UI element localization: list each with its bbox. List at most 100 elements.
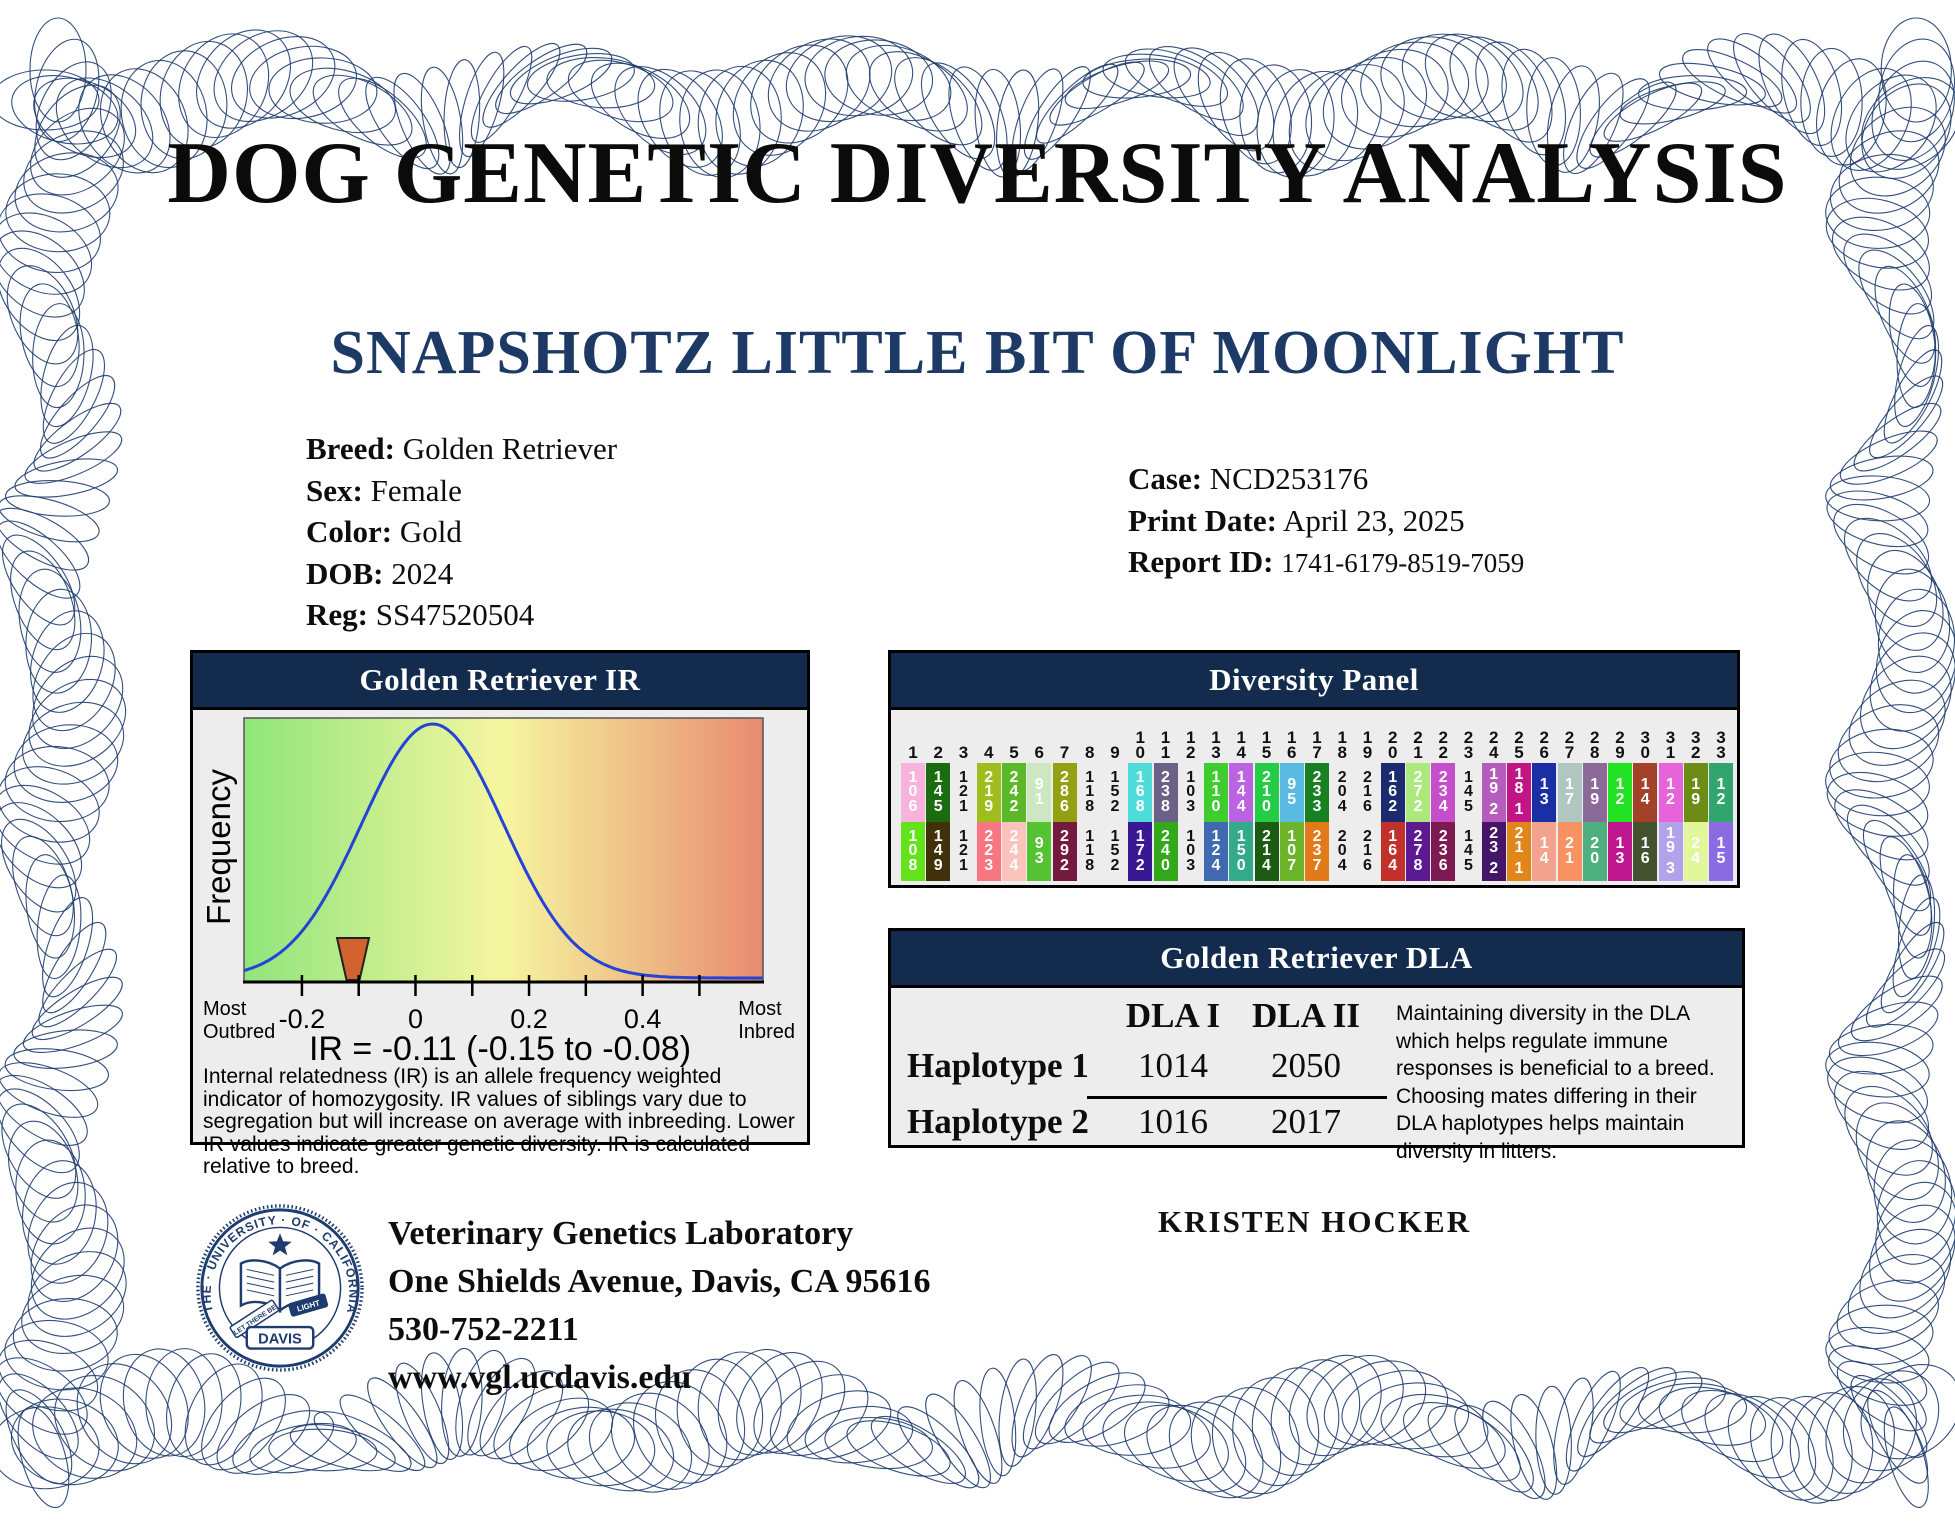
dla2-column-header: DLA II <box>1252 996 1360 1035</box>
haplotype2-label: Haplotype 2 <box>907 1102 1089 1141</box>
diversity-column-number: 2 <box>933 743 943 762</box>
case-label: Case: <box>1128 461 1203 496</box>
ir-frequency-curve <box>244 722 763 980</box>
diversity-column-number: 6 <box>1034 743 1044 762</box>
uc-davis-seal: THE · UNIVERSITY · OF · CALIFORNIA LET T… <box>196 1204 364 1372</box>
diversity-column-number: 5 <box>1009 743 1019 762</box>
case-line: Case: NCD253176 <box>1128 458 1524 500</box>
seal-city-banner: DAVIS <box>245 1325 315 1350</box>
breed-value: Golden Retriever <box>402 431 618 466</box>
ir-y-axis-label: Frequency <box>200 769 237 925</box>
haplotype1-dla1-value: 1014 <box>1138 1046 1208 1085</box>
dob-value: 2024 <box>391 555 454 591</box>
dla-panel: Golden Retriever DLA DLA I DLA II Haplot… <box>888 928 1745 1163</box>
diversity-column-number: 7 <box>1059 743 1070 762</box>
ir-chart-area: -0.2 0 0.2 0.4 Frequency Most Outbred Most … <box>193 710 807 1178</box>
color-line: Color: Gold <box>306 511 617 553</box>
diversity-column-number: 1 <box>908 743 918 762</box>
owner-name: KRISTEN HOCKER <box>1158 1204 1472 1239</box>
most-outbred-caption: Most Outbred <box>203 998 276 1043</box>
seal-city-text: DAVIS <box>258 1332 302 1348</box>
print-date-label: Print Date: <box>1128 502 1277 538</box>
reg-label: Reg: <box>306 597 368 632</box>
ir-tick-label: -0.2 <box>279 1004 326 1034</box>
haplotype2-dla2-value: 2017 <box>1271 1102 1341 1141</box>
diversity-column-number: 8 <box>1085 743 1095 762</box>
sex-line: Sex: Female <box>306 470 617 512</box>
lab-contact-block: Veterinary Genetics Laboratory One Shiel… <box>388 1210 931 1402</box>
dob-line: DOB: 2024 <box>306 553 617 595</box>
most-inbred-caption: Most Inbred <box>738 998 795 1043</box>
dla-panel-title: Golden Retriever DLA <box>891 931 1742 988</box>
